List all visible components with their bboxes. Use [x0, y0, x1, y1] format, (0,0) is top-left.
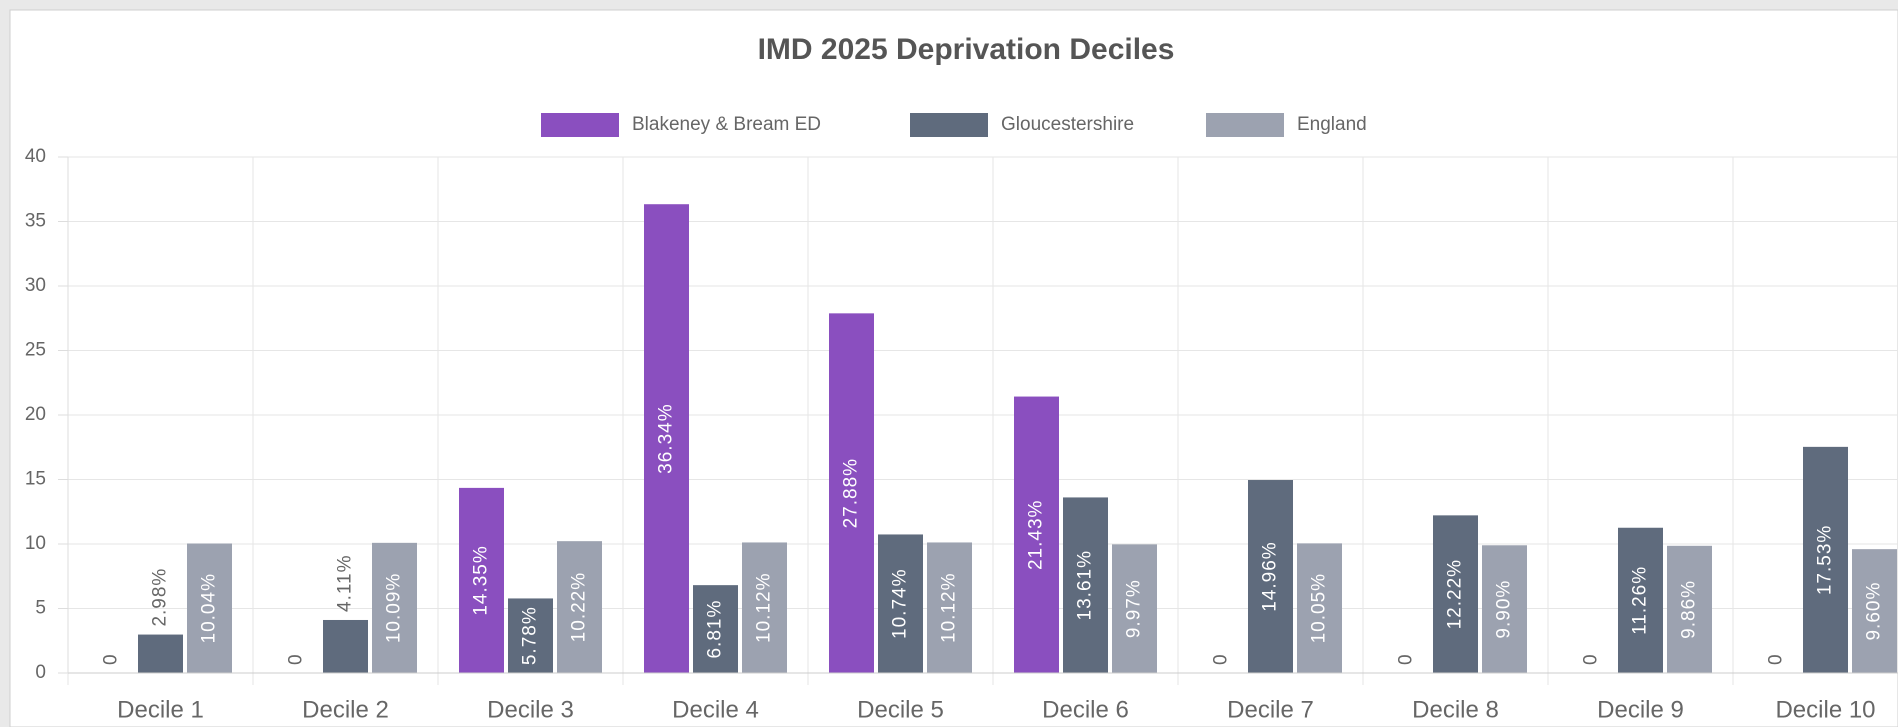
data-label: 6.81%: [705, 600, 726, 659]
bar: [829, 313, 874, 673]
data-label: 0: [1211, 653, 1232, 665]
y-tick-label: 10: [25, 533, 46, 554]
legend-label: Gloucestershire: [1001, 114, 1134, 135]
data-label: 10.05%: [1309, 573, 1330, 643]
bar: [742, 542, 787, 673]
y-tick-label: 25: [25, 340, 46, 361]
x-tick-label: Decile 1: [117, 696, 204, 723]
x-tick-label: Decile 3: [487, 696, 574, 723]
bar: [1667, 545, 1712, 673]
bar: [1618, 527, 1663, 673]
chart-title: IMD 2025 Deprivation Deciles: [758, 33, 1175, 66]
y-tick-label: 30: [25, 275, 46, 296]
bar: [1297, 543, 1342, 673]
bar: [323, 619, 368, 673]
data-label: 11.26%: [1630, 566, 1651, 635]
data-label: 12.22%: [1445, 559, 1466, 629]
bar: [878, 534, 923, 673]
data-label: 4.11%: [335, 555, 356, 612]
y-tick-label: 15: [25, 469, 46, 490]
bar: [508, 598, 553, 673]
data-label: 0: [101, 653, 122, 665]
x-tick-label: Decile 4: [672, 696, 759, 723]
bar: [459, 487, 504, 673]
data-label: 17.53%: [1815, 525, 1836, 595]
data-label: 2.98%: [150, 568, 171, 627]
x-tick-label: Decile 2: [302, 696, 389, 723]
bar: [1014, 396, 1059, 673]
data-label: 0: [1766, 653, 1787, 665]
bar: [1112, 544, 1157, 673]
x-tick-label: Decile 7: [1227, 696, 1314, 723]
data-label: 27.88%: [841, 458, 862, 528]
data-label: 9.90%: [1494, 580, 1515, 639]
data-label: 10.12%: [754, 572, 775, 642]
bar: [557, 541, 602, 673]
x-tick-label: Decile 5: [857, 696, 944, 723]
bar: [693, 585, 738, 673]
x-tick-label: Decile 9: [1597, 696, 1684, 723]
legend-swatch: [910, 113, 988, 137]
bar: [1482, 545, 1527, 673]
y-tick-label: 20: [25, 404, 46, 425]
data-label: 9.97%: [1124, 579, 1145, 638]
y-tick-label: 35: [25, 211, 46, 232]
bar: [927, 542, 972, 673]
bar: [1852, 549, 1897, 673]
y-tick-label: 40: [25, 146, 46, 167]
x-tick-label: Decile 6: [1042, 696, 1129, 723]
legend-swatch: [541, 113, 619, 137]
bar: [187, 543, 232, 673]
data-label: 0: [286, 653, 307, 665]
data-label: 9.60%: [1864, 582, 1885, 641]
data-label: 5.78%: [520, 606, 541, 665]
y-tick-label: 5: [35, 598, 46, 619]
data-label: 9.86%: [1679, 580, 1700, 639]
data-label: 14.96%: [1260, 541, 1281, 611]
data-label: 13.61%: [1075, 550, 1096, 620]
bar: [1248, 480, 1293, 673]
data-label: 36.34%: [656, 403, 677, 473]
data-label: 10.04%: [199, 573, 220, 643]
x-tick-label: Decile 8: [1412, 696, 1499, 723]
y-tick-label: 0: [35, 662, 46, 683]
x-tick-label: Decile 10: [1775, 696, 1875, 723]
data-label: 21.43%: [1026, 500, 1047, 570]
data-label: 14.35%: [471, 545, 492, 615]
legend-label: England: [1297, 114, 1367, 135]
bar: [1433, 515, 1478, 673]
bar: [372, 542, 417, 673]
data-label: 10.09%: [384, 573, 405, 643]
data-label: 10.22%: [569, 572, 590, 642]
legend-swatch: [1206, 113, 1284, 137]
data-label: 10.74%: [890, 569, 911, 639]
data-label: 0: [1396, 653, 1417, 665]
data-label: 0: [1581, 653, 1602, 665]
data-label: 10.12%: [939, 572, 960, 642]
bar: [1063, 497, 1108, 673]
legend-label: Blakeney & Bream ED: [632, 114, 821, 135]
bar: [138, 634, 183, 673]
bar: [644, 204, 689, 674]
bar: [1803, 446, 1848, 673]
